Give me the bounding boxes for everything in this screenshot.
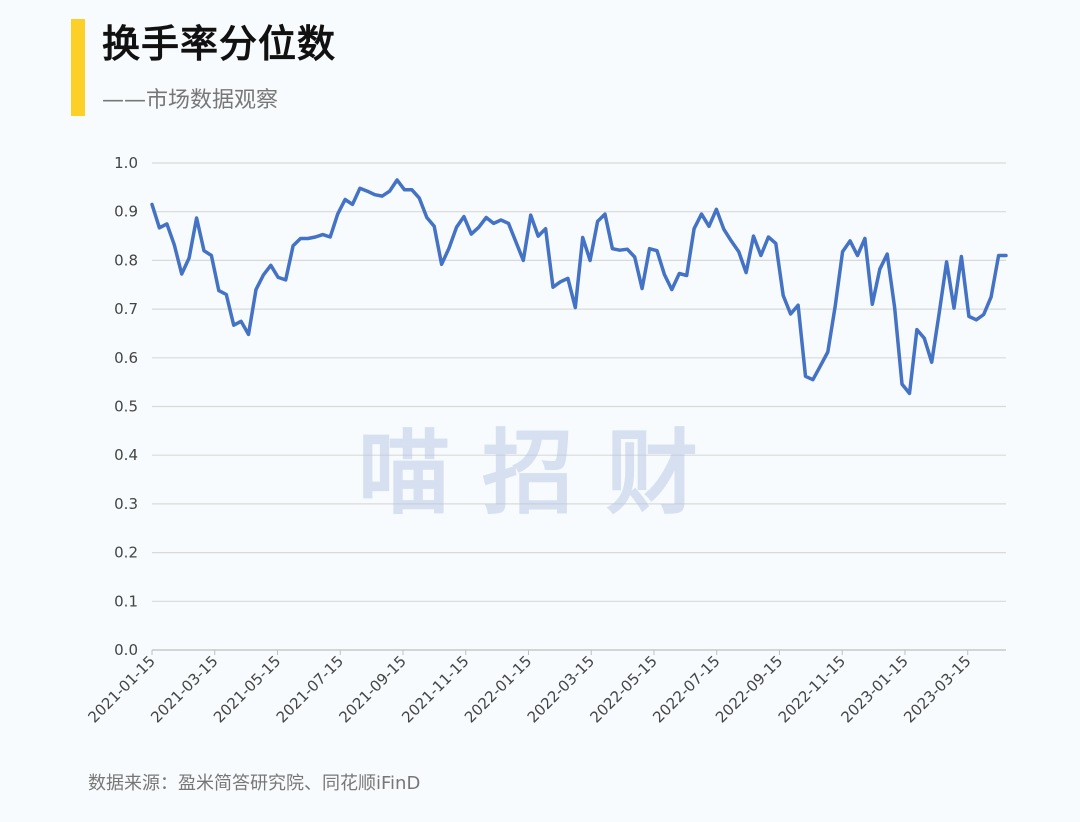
series-line <box>150 178 1008 396</box>
y-tick-label: 0.3 <box>114 495 138 513</box>
y-tick-label: 0.7 <box>114 300 138 318</box>
x-tick-label: 2023-03-15 <box>900 652 974 726</box>
y-axis: 0.0 0.1 0.2 0.3 0.4 0.5 0.6 0.7 0.8 0.9 1.0 <box>114 154 138 659</box>
chart-grid <box>152 162 1006 651</box>
y-tick-label: 0.1 <box>114 592 138 610</box>
x-axis: 2021-01-152021-03-152021-05-152021-07-15… <box>84 650 975 726</box>
title-accent-bar <box>71 19 85 116</box>
watermark: 喵 招 财 <box>358 420 698 527</box>
data-source: 数据来源：盈米简答研究院、同花顺iFinD <box>88 773 421 794</box>
page-subtitle: ——市场数据观察 <box>102 88 279 113</box>
y-tick-label: 0.2 <box>114 544 138 562</box>
y-tick-label: 0.0 <box>114 641 138 659</box>
y-tick-label: 0.8 <box>114 251 138 269</box>
y-tick-label: 0.4 <box>114 446 138 464</box>
y-tick-label: 0.5 <box>114 398 138 416</box>
y-tick-label: 0.6 <box>114 349 138 367</box>
page-title: 换手率分位数 <box>102 22 337 66</box>
y-tick-label: 1.0 <box>114 154 138 172</box>
y-tick-label: 0.9 <box>114 203 138 221</box>
chart-series <box>150 178 1008 396</box>
